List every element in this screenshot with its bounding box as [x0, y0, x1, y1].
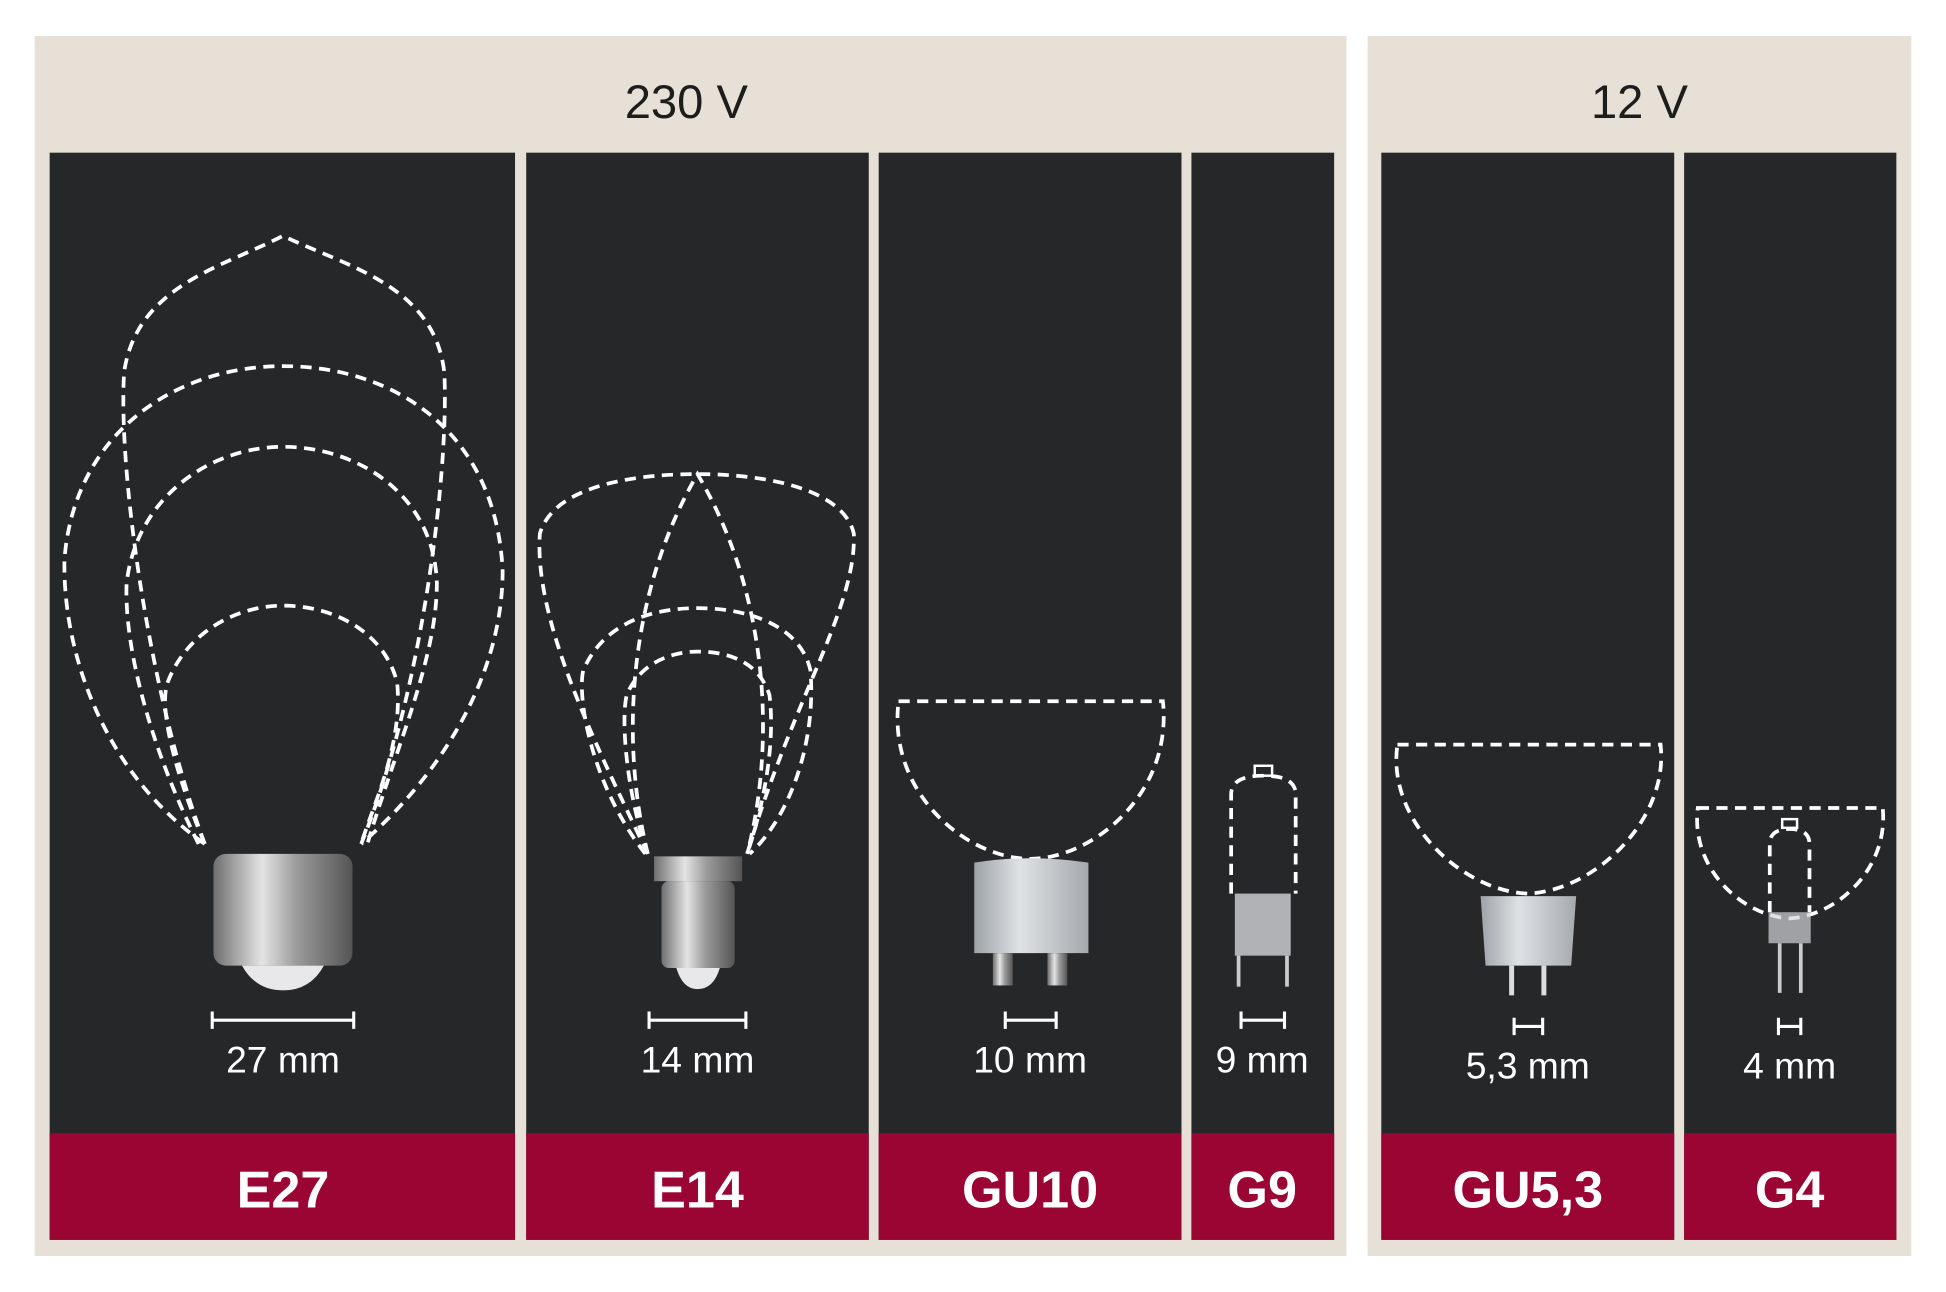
- thread-size: 14 mm: [641, 1038, 755, 1080]
- panel-gu10: 10 mm GU10: [878, 152, 1182, 1240]
- thread-size: 27 mm: [226, 1038, 340, 1080]
- pin-distance: 4 mm: [1743, 1045, 1836, 1087]
- socket-label: E14: [651, 1162, 744, 1220]
- e27-base-image: [213, 853, 353, 991]
- socket-label: G9: [1227, 1162, 1297, 1220]
- pin-distance: 10 mm: [973, 1038, 1087, 1080]
- socket-label: GU5,3: [1452, 1162, 1603, 1220]
- gu10-base-image: [974, 858, 1089, 986]
- e14-base-image: [654, 856, 743, 990]
- bulb-outline: [1394, 742, 1664, 896]
- bulb-outlines: [537, 470, 856, 856]
- socket-label: G4: [1755, 1162, 1825, 1220]
- voltage-heading: 230 V: [625, 75, 749, 128]
- socket-label: E27: [237, 1162, 330, 1220]
- g4-base-image: [1768, 912, 1811, 993]
- panel-e14: 14 mm E14: [526, 152, 869, 1240]
- panel-g9: 9 mm G9: [1191, 152, 1335, 1240]
- pin-distance: 5,3 mm: [1466, 1045, 1590, 1087]
- gu53-base-image: [1480, 896, 1577, 996]
- panel-gu53: 5,3 mm GU5,3: [1381, 152, 1675, 1240]
- g9-base-image: [1234, 893, 1291, 987]
- socket-label: GU10: [962, 1162, 1098, 1220]
- bulb-outlines: [62, 233, 505, 846]
- panel-g4: 4 mm G4: [1684, 152, 1897, 1240]
- pin-distance: 9 mm: [1216, 1038, 1309, 1080]
- panel-e27: 27 mm E27: [49, 152, 516, 1240]
- voltage-heading: 12 V: [1591, 75, 1689, 128]
